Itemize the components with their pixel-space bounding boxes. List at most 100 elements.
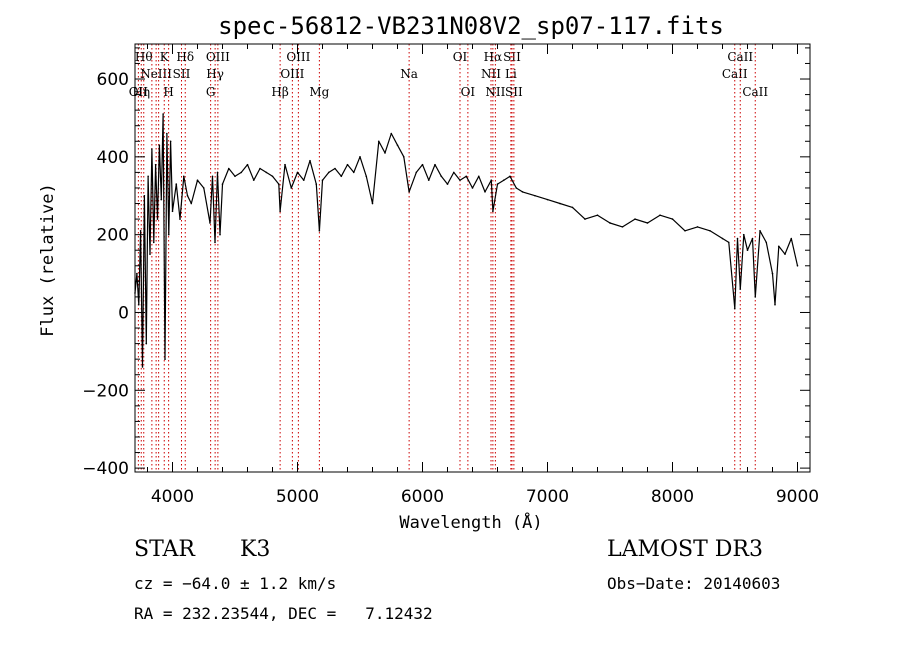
spectrum-point-56 (352, 171, 355, 174)
line-marker-label-1: Hη (132, 85, 150, 99)
y-tick-label-2: 0 (118, 303, 129, 323)
spectrum-point-113 (777, 245, 780, 248)
spectrum-point-12 (156, 218, 159, 220)
spectrum-point-53 (334, 167, 336, 170)
spectrum-point-88 (571, 206, 574, 209)
line-marker-label-2: Hθ (135, 50, 153, 64)
spectrum-point-100 (721, 237, 724, 240)
line-marker-label-24: SII (503, 50, 521, 64)
line-marker-label-17: Na (400, 67, 418, 81)
line-marker-label-21: Hα (484, 50, 503, 64)
spectrum-point-71 (446, 183, 449, 185)
spectrum-point-2 (137, 303, 140, 306)
line-marker-label-18: OI (453, 50, 468, 64)
spectrum-point-18 (167, 233, 170, 236)
spectrum-point-96 (671, 218, 674, 220)
x-axis-label: Wavelength (Å) (399, 511, 542, 533)
spectrum-point-102 (733, 307, 736, 310)
spectrum-point-89 (584, 218, 586, 220)
spectrum-point-105 (742, 233, 745, 236)
spectrum-point-33 (221, 183, 224, 185)
spectrum-point-6 (145, 342, 148, 345)
spectrum-point-99 (709, 229, 711, 232)
spectrum-point-48 (309, 159, 311, 162)
spectrum-point-101 (727, 241, 730, 244)
line-marker-label-7: H (163, 85, 173, 99)
spectrum-point-63 (396, 144, 399, 146)
spectrum-point-97 (684, 229, 686, 232)
spectrum-point-40 (265, 171, 268, 174)
spectrum-point-36 (240, 171, 243, 174)
spectrum-point-58 (365, 175, 368, 178)
spectrum-point-81 (502, 179, 505, 181)
spectrum-point-19 (169, 140, 172, 143)
spectrum-point-1 (136, 272, 138, 275)
line-marker-label-4: NeIII (140, 67, 172, 81)
line-marker-label-22: NII (485, 85, 505, 99)
spectrum-point-29 (211, 175, 214, 178)
spectrum-point-75 (471, 187, 474, 189)
observation-date: Obs−Date: 20140603 (607, 574, 781, 593)
spectrum-point-69 (434, 163, 436, 166)
spectrum-point-91 (609, 222, 611, 224)
y-tick-label-3: 200 (97, 226, 129, 246)
spectrum-point-86 (546, 198, 549, 201)
spectrum-point-77 (484, 191, 486, 193)
spectrum-point-9 (151, 148, 153, 150)
spectrum-point-43 (279, 210, 281, 213)
spectrum-point-27 (202, 187, 205, 189)
x-tick-label-0: 4000 (151, 487, 194, 507)
spectrum-point-92 (621, 226, 624, 228)
spectrum-point-15 (162, 113, 164, 115)
y-tick-label-0: −400 (82, 459, 129, 479)
spectrum-point-51 (321, 179, 324, 181)
spectrum-point-112 (774, 303, 776, 306)
spectrum-point-110 (765, 241, 768, 244)
sky-coordinates: RA = 232.23544, DEC = 7.12432 (134, 604, 433, 623)
spectrum-point-10 (152, 241, 155, 244)
line-marker-label-27: CaII (727, 50, 753, 64)
spectrum-point-25 (190, 202, 193, 205)
line-marker-label-10: G (206, 85, 216, 99)
spectrum-point-104 (739, 288, 742, 290)
line-marker-label-6: K (160, 50, 170, 64)
spectrum-point-111 (771, 272, 774, 275)
spectrum-point-116 (796, 264, 799, 267)
spectrum-point-47 (302, 179, 305, 181)
spectrum-point-23 (182, 175, 185, 178)
line-marker-label-9: Hδ (176, 50, 194, 64)
spectrum-point-21 (175, 183, 178, 185)
spectrum-point-42 (277, 183, 280, 185)
line-marker-label-26: CaII (722, 67, 748, 81)
line-marker-label-23: Li (505, 67, 517, 81)
spectrum-point-60 (377, 140, 380, 143)
spectrum-point-22 (179, 218, 181, 220)
spectrum-point-95 (659, 214, 661, 216)
spectrum-point-3 (139, 229, 142, 232)
line-marker-label-19: OI (461, 85, 476, 99)
spectrum-point-62 (390, 132, 393, 135)
spectrum-line (134, 113, 799, 368)
spectrum-point-24 (186, 194, 189, 197)
line-marker-label-13: Hβ (271, 85, 288, 99)
spectrum-point-114 (784, 253, 786, 255)
spectrum-point-74 (465, 175, 468, 178)
spectrum-point-54 (340, 175, 343, 178)
spectrum-point-103 (736, 237, 739, 240)
spectrum-point-55 (346, 163, 349, 166)
line-marker-label-25: SII (505, 85, 523, 99)
spectrum-point-5 (143, 194, 146, 197)
spectrum-point-85 (534, 194, 536, 197)
line-marker-label-11: Hγ (206, 67, 224, 81)
x-tick-label-2: 6000 (401, 487, 444, 507)
spectrum-point-28 (209, 222, 211, 224)
spectrum-point-87 (559, 202, 561, 205)
object-subclass: K3 (240, 537, 271, 562)
spectrum-point-78 (490, 179, 493, 181)
x-tick-label-1: 5000 (276, 487, 319, 507)
spectrum-point-14 (160, 198, 163, 201)
spectrum-point-107 (751, 237, 754, 240)
spectrum-series-layer (134, 113, 799, 368)
spectrum-point-31 (216, 171, 219, 174)
spectrum-point-41 (271, 175, 274, 178)
